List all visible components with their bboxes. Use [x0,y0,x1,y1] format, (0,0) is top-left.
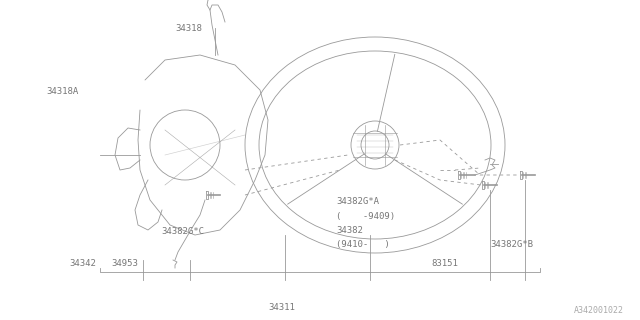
Text: 34318: 34318 [175,24,202,33]
Text: A342001022: A342001022 [574,306,624,315]
Text: 83151: 83151 [431,260,458,268]
Text: (9410-   ): (9410- ) [336,240,390,249]
Text: 34382G*B: 34382G*B [490,240,534,249]
Text: (    -9409): ( -9409) [336,212,395,220]
Text: 34311: 34311 [268,303,295,312]
Text: 34318A: 34318A [46,87,78,96]
Text: 34382: 34382 [336,226,363,235]
Text: 34382G*A: 34382G*A [336,197,379,206]
Text: 34342: 34342 [70,260,97,268]
Text: 34953: 34953 [111,260,138,268]
Text: 34382G*C: 34382G*C [161,228,204,236]
